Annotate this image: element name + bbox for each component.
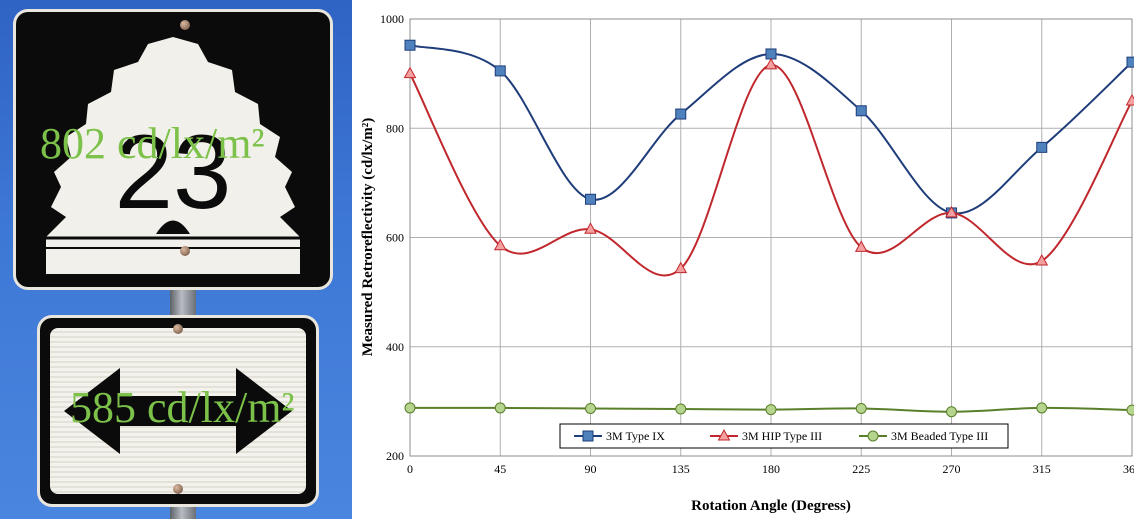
data-point-triangle: [854, 240, 868, 252]
legend-label: 3M Beaded Type III: [891, 429, 988, 443]
plot-area: [409, 18, 1133, 457]
data-point-triangle: [1035, 253, 1049, 266]
data-point-circle: [1126, 404, 1134, 416]
x-tick-label: 45: [494, 462, 506, 476]
data-point-square: [765, 48, 777, 60]
series-layer: [403, 39, 1134, 418]
x-tick-label: 360: [1123, 462, 1134, 476]
y-axis-ticks: 200 400 600 800 1000: [380, 12, 404, 463]
beehive-shield-icon: 23: [46, 37, 300, 274]
data-point-triangle: [584, 222, 597, 234]
legend-item: 3M Beaded Type III: [859, 429, 988, 443]
data-point-circle: [946, 406, 957, 418]
legend-box: [559, 423, 1009, 449]
route-number: 23: [115, 114, 232, 231]
bolt: [180, 20, 190, 30]
series-3: [404, 402, 1134, 418]
data-point-circle: [765, 404, 777, 416]
data-point-square: [1036, 141, 1048, 153]
data-point-circle: [404, 402, 416, 414]
data-point-circle: [1036, 402, 1048, 414]
double-arrow-icon: [64, 368, 292, 454]
data-point-circle: [494, 402, 506, 414]
data-point-triangle: [717, 428, 731, 441]
data-point-circle: [867, 430, 879, 442]
series-2: [403, 57, 1134, 277]
data-point-triangle: [403, 66, 417, 79]
series-1: [404, 39, 1134, 219]
chart-legend: 3M Type IX 3M HIP Type III 3M Beaded Type …: [559, 423, 1009, 449]
retroreflectivity-chart: 200 400 600 800 1000 0 45 90 135 180 225 270 315 360…: [360, 12, 1134, 514]
route-sign: 23: [16, 12, 330, 287]
top-sign-retroreflectivity-label: 802 cd/lx/m²: [40, 119, 265, 168]
x-tick-label: 270: [943, 462, 961, 476]
bottom-sign-retroreflectivity-label: 585 cd/lx/m²: [70, 383, 295, 432]
chart-grid: [409, 18, 1133, 457]
y-tick-label: 600: [386, 231, 404, 245]
x-axis-ticks: 0 45 90 135 180 225 270 315 360: [407, 462, 1134, 476]
data-point-triangle: [764, 57, 778, 70]
data-point-triangle: [674, 261, 688, 274]
data-point-circle: [585, 402, 596, 414]
x-tick-label: 315: [1033, 462, 1051, 476]
y-tick-label: 800: [386, 121, 404, 135]
direction-sign-face: [50, 328, 306, 494]
x-tick-label: 225: [852, 462, 870, 476]
data-point-square: [494, 65, 506, 77]
x-tick-label: 180: [762, 462, 780, 476]
bolt: [180, 246, 190, 256]
y-tick-label: 200: [386, 449, 404, 463]
sign-photo: 23 802 cd/lx/m² 585 cd/lx/m²: [0, 0, 352, 519]
data-point-square: [1126, 56, 1134, 68]
legend-item: 3M HIP Type III: [710, 428, 822, 443]
legend-label: 3M Type IX: [606, 429, 665, 443]
data-point-circle: [675, 403, 687, 415]
y-tick-label: 400: [386, 340, 404, 354]
data-point-square: [585, 193, 596, 205]
legend-label: 3M HIP Type III: [742, 429, 822, 443]
data-point-square: [675, 108, 687, 120]
x-tick-label: 0: [407, 462, 413, 476]
y-axis-title: Measured Retroreflectivity (cd/lx/m²): [360, 118, 376, 357]
legend-item: 3M Type IX: [574, 429, 665, 443]
data-point-square: [855, 105, 867, 117]
data-point-triangle: [493, 238, 507, 251]
x-tick-label: 135: [672, 462, 690, 476]
bolt: [173, 324, 183, 334]
data-point-circle: [855, 402, 867, 414]
y-tick-label: 1000: [380, 12, 404, 26]
x-axis-title: Rotation Angle (Degress): [691, 498, 851, 514]
direction-sign: [40, 318, 316, 504]
bolt: [173, 484, 183, 494]
data-point-square: [404, 39, 416, 51]
data-point-triangle: [1125, 93, 1134, 106]
data-point-triangle: [945, 205, 958, 218]
data-point-square: [582, 430, 594, 442]
x-tick-label: 90: [585, 462, 597, 476]
